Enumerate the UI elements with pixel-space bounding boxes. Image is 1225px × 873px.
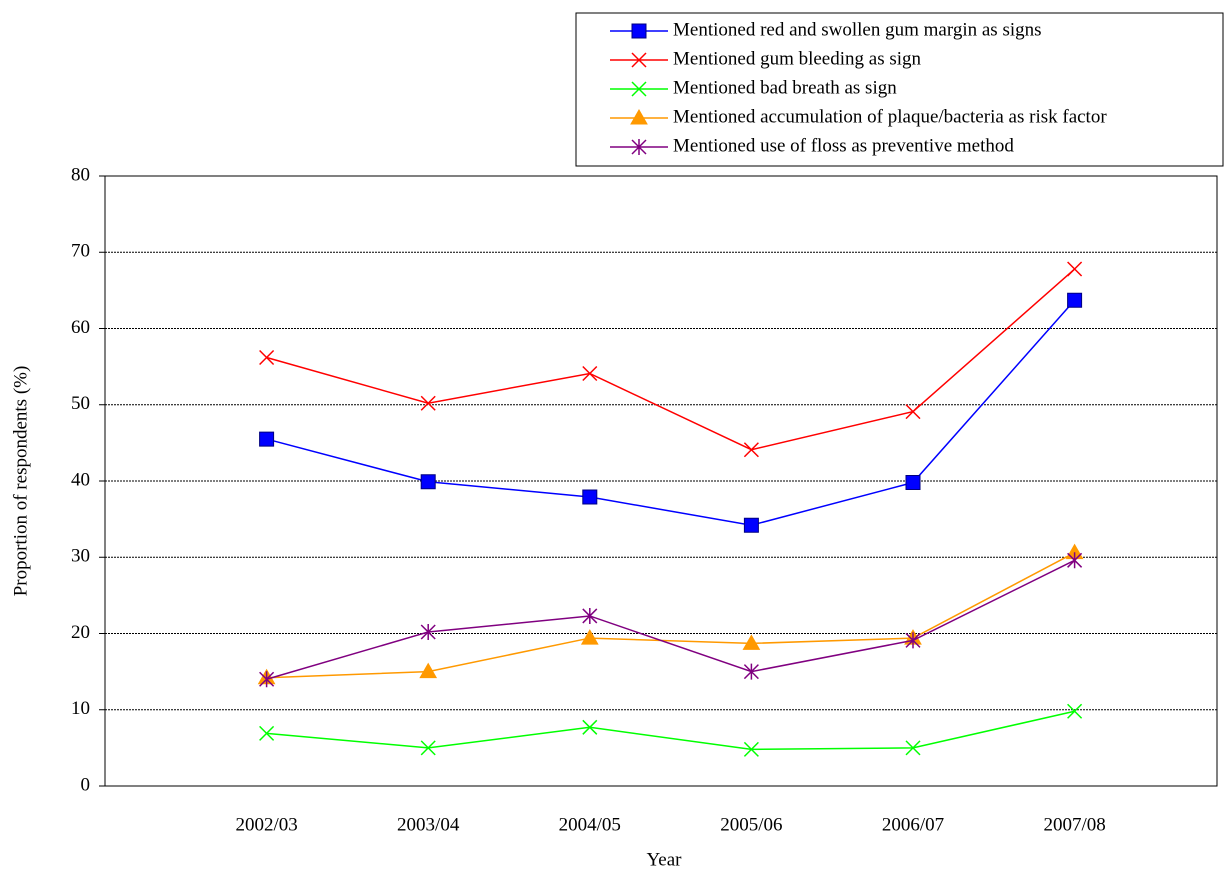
data-marker xyxy=(1067,292,1083,308)
y-axis-label: Proportion of respondents (%) xyxy=(10,366,31,597)
legend-label: Mentioned gum bleeding as sign xyxy=(673,48,922,69)
x-axis-label: Year xyxy=(646,849,682,870)
x-tick-label: 2002/03 xyxy=(235,814,297,835)
legend-label: Mentioned bad breath as sign xyxy=(673,77,897,98)
data-marker xyxy=(420,395,436,411)
y-tick-label: 70 xyxy=(71,241,90,262)
data-marker xyxy=(905,740,921,756)
legend-label: Mentioned accumulation of plaque/bacteri… xyxy=(673,106,1107,127)
y-tick-label: 20 xyxy=(71,622,90,643)
data-marker xyxy=(905,475,921,491)
data-marker xyxy=(420,740,436,756)
y-tick-label: 10 xyxy=(71,698,90,719)
data-marker xyxy=(1067,703,1083,719)
x-tick-label: 2004/05 xyxy=(559,814,621,835)
series-line xyxy=(266,299,1076,526)
data-marker xyxy=(743,741,759,757)
data-marker xyxy=(742,634,761,650)
legend-box xyxy=(575,12,1224,167)
data-marker xyxy=(420,474,436,490)
data-marker xyxy=(259,349,275,366)
data-marker xyxy=(743,517,759,533)
data-marker xyxy=(259,725,275,741)
y-tick-label: 60 xyxy=(71,317,90,338)
data-marker xyxy=(743,663,759,680)
data-marker xyxy=(420,623,436,640)
series-line xyxy=(266,559,1075,680)
data-marker xyxy=(259,431,275,447)
data-marker xyxy=(582,489,598,505)
data-marker xyxy=(905,632,921,649)
x-tick-label: 2003/04 xyxy=(397,814,460,835)
legend-marker xyxy=(631,52,647,68)
legend-marker xyxy=(631,23,647,39)
data-marker xyxy=(743,442,759,458)
data-marker xyxy=(582,607,598,624)
series-line xyxy=(266,710,1075,751)
series-line xyxy=(266,552,1075,679)
data-marker xyxy=(582,365,598,382)
x-tick-label: 2005/06 xyxy=(720,814,782,835)
y-tick-label: 80 xyxy=(71,164,90,185)
y-tick-label: 50 xyxy=(71,393,90,414)
data-marker xyxy=(582,719,598,735)
x-tick-label: 2006/07 xyxy=(882,814,944,835)
legend-marker xyxy=(631,139,647,155)
legend-marker xyxy=(630,108,648,125)
legend-label: Mentioned red and swollen gum margin as … xyxy=(673,19,1042,40)
legend-label: Mentioned use of floss as preventive met… xyxy=(673,135,1014,156)
data-marker xyxy=(419,662,438,679)
y-tick-label: 0 xyxy=(81,774,91,795)
series-line xyxy=(266,268,1076,451)
data-marker xyxy=(1067,261,1083,277)
data-marker xyxy=(905,404,921,420)
data-marker xyxy=(259,671,275,688)
legend-marker xyxy=(631,81,647,97)
y-tick-label: 40 xyxy=(71,469,90,490)
y-tick-label: 30 xyxy=(71,546,90,567)
data-marker xyxy=(1067,552,1083,569)
x-tick-label: 2007/08 xyxy=(1043,814,1105,835)
data-marker xyxy=(580,629,599,645)
